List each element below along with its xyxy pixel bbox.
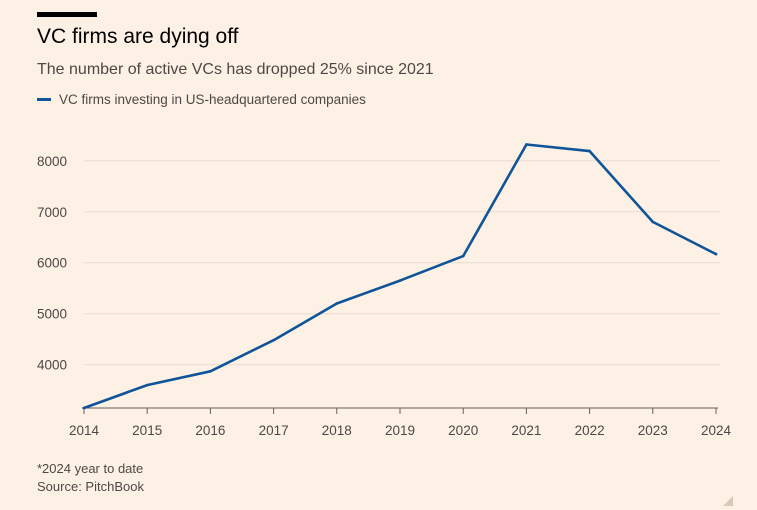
data-point xyxy=(714,252,718,256)
data-point xyxy=(145,383,149,387)
header-accent-bar xyxy=(37,12,97,17)
data-point xyxy=(209,369,212,373)
data-point xyxy=(651,220,655,224)
series-group xyxy=(82,143,718,410)
y-tick-label: 6000 xyxy=(37,256,67,271)
data-point xyxy=(272,338,275,342)
legend: VC firms investing in US-headquartered c… xyxy=(37,92,366,107)
data-point xyxy=(398,279,402,282)
legend-swatch xyxy=(37,98,51,101)
y-axis-ticks: 4000 5000 6000 7000 8000 xyxy=(37,154,67,373)
data-point xyxy=(335,302,339,305)
legend-label: VC firms investing in US-headquartered c… xyxy=(59,92,366,107)
x-tick-label: 2023 xyxy=(638,423,668,438)
chart-subtitle: The number of active VCs has dropped 25%… xyxy=(37,61,434,78)
x-tick-label: 2015 xyxy=(132,423,162,438)
resize-corner-icon xyxy=(723,496,733,506)
y-tick-label: 7000 xyxy=(37,205,67,220)
data-point xyxy=(461,254,465,258)
x-tick-label: 2020 xyxy=(448,423,478,438)
data-point xyxy=(525,143,528,146)
source-note: Source: PitchBook xyxy=(37,479,144,494)
series-line xyxy=(82,143,718,410)
x-axis: 2014 2015 2016 2017 2018 2019 2020 2021 2022 2023… xyxy=(69,407,732,438)
footnote: *2024 year to date xyxy=(37,461,144,476)
x-tick-label: 2024 xyxy=(701,423,732,438)
x-tick-label: 2017 xyxy=(259,423,289,438)
x-tick-label: 2022 xyxy=(575,423,605,438)
x-tick-label: 2018 xyxy=(322,423,352,438)
x-tick-label: 2021 xyxy=(511,423,541,438)
y-tick-label: 4000 xyxy=(37,358,67,373)
x-tick-label: 2016 xyxy=(195,423,225,438)
data-point xyxy=(82,406,86,410)
x-tick-label: 2019 xyxy=(385,423,415,438)
chart-title: VC firms are dying off xyxy=(37,25,239,48)
gridlines xyxy=(84,160,720,366)
y-tick-label: 8000 xyxy=(37,154,67,169)
x-tick-label: 2014 xyxy=(69,423,100,438)
data-point xyxy=(588,149,591,153)
y-tick-label: 5000 xyxy=(37,307,67,322)
